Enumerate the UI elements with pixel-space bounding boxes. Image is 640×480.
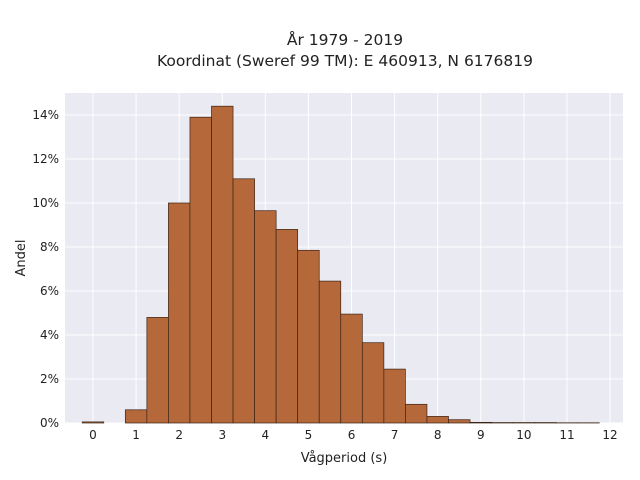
histogram-bar	[146, 317, 169, 424]
histogram-bar	[297, 249, 320, 424]
y-axis-label: Andel	[14, 240, 29, 277]
x-tick-labels: 0 1 2 3 4 5 6 7 8 9 10 11 12	[89, 428, 618, 442]
y-tick-label: 0%	[40, 416, 59, 430]
x-tick-label: 1	[132, 428, 140, 442]
y-tick-label: 2%	[40, 372, 59, 386]
x-tick-label: 8	[434, 428, 442, 442]
x-tick-label: 11	[559, 428, 574, 442]
histogram-bar	[340, 313, 363, 424]
histogram-bar	[426, 416, 449, 424]
histogram-bar	[405, 403, 428, 424]
y-tick-label: 10%	[32, 196, 59, 210]
x-tick-label: 4	[262, 428, 270, 442]
bars	[81, 105, 600, 424]
histogram-bar	[211, 105, 234, 424]
histogram-bar	[383, 368, 406, 424]
chart-title: År 1979 - 2019 Koordinat (Sweref 99 TM):…	[157, 30, 533, 70]
histogram-bar	[124, 409, 148, 424]
histogram-bar	[168, 202, 191, 424]
y-tick-label: 6%	[40, 284, 59, 298]
x-tick-label: 9	[477, 428, 485, 442]
histogram-bar	[254, 210, 277, 424]
x-axis-label: Vågperiod (s)	[301, 451, 388, 466]
x-tick-label: 10	[516, 428, 531, 442]
y-tick-label: 8%	[40, 240, 59, 254]
histogram-bar	[81, 421, 105, 424]
x-tick-label: 2	[175, 428, 183, 442]
y-tick-labels: 0% 2% 4% 6% 8% 10% 12% 14%	[32, 108, 59, 430]
histogram-bar	[189, 116, 212, 424]
y-tick-label: 12%	[32, 152, 59, 166]
histogram-bar	[275, 229, 299, 424]
histogram-bar	[318, 280, 342, 424]
x-tick-label: 12	[602, 428, 617, 442]
y-tick-label: 4%	[40, 328, 59, 342]
x-tick-label: 0	[89, 428, 97, 442]
y-tick-label: 14%	[32, 108, 59, 122]
x-tick-label: 7	[391, 428, 399, 442]
x-tick-label: 5	[305, 428, 313, 442]
x-tick-label: 6	[348, 428, 356, 442]
histogram-bar	[361, 342, 385, 424]
x-tick-label: 3	[218, 428, 226, 442]
title-line-2: Koordinat (Sweref 99 TM): E 460913, N 61…	[157, 52, 533, 70]
histogram-bar	[232, 178, 255, 424]
histogram-bar	[469, 421, 492, 424]
title-line-1: År 1979 - 2019	[287, 30, 403, 49]
histogram-bar	[448, 419, 471, 424]
